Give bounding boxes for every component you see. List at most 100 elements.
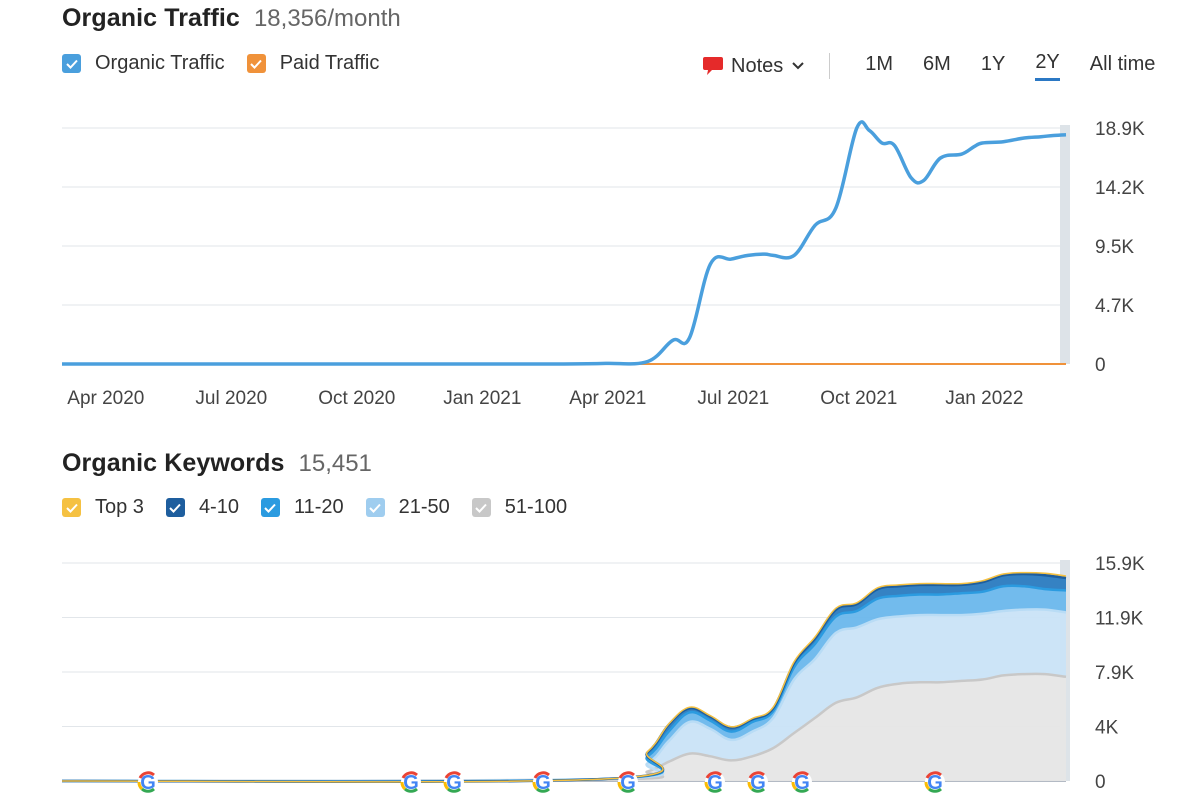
- legend-label: 21-50: [398, 496, 450, 518]
- google-g-yellow: [704, 781, 711, 791]
- google-update-bg: [444, 772, 464, 792]
- checkbox-checked-icon[interactable]: [246, 54, 266, 73]
- google-update-bg: [533, 772, 553, 792]
- google-update-bg: [748, 772, 768, 792]
- google-update-bg: [925, 772, 945, 792]
- organic-keywords-chart: 0 4K 7.9K 11.9K 15.9K G G G G G G G G G: [61, 554, 1145, 794]
- google-g-red: [705, 771, 722, 779]
- google-update-bg: [705, 772, 725, 792]
- google-g-yellow: [532, 781, 539, 791]
- google-g-red: [618, 771, 635, 779]
- google-update-letter: G: [620, 772, 636, 794]
- legend-21-50[interactable]: 21-50: [365, 496, 450, 519]
- google-update-letter: G: [140, 772, 156, 794]
- y-tick-label: 11.9K: [1095, 609, 1144, 630]
- y-tick-label: 7.9K: [1095, 663, 1134, 684]
- google-update-letter: G: [794, 772, 810, 794]
- legend-organic-traffic[interactable]: Organic Traffic: [62, 52, 225, 75]
- hover-band: [1060, 125, 1070, 364]
- google-g-green: [928, 787, 942, 793]
- checkbox-checked-icon[interactable]: [165, 498, 185, 517]
- series-line-organic-traffic: [62, 120, 1067, 366]
- notes-dropdown[interactable]: Notes: [702, 55, 805, 78]
- legend-label: 11-20: [293, 496, 344, 518]
- checkbox-checked-icon[interactable]: [260, 498, 280, 517]
- google-update-letter: G: [927, 772, 943, 794]
- google-update-icon: G: [747, 771, 768, 794]
- google-update-bg: [618, 772, 638, 792]
- google-g-red: [748, 771, 765, 779]
- area-band-11-20: [62, 585, 1066, 782]
- google-update-letter: G: [403, 772, 419, 794]
- google-update-bg: [401, 772, 421, 792]
- legend-11-20[interactable]: 11-20: [260, 496, 344, 519]
- series-line-21-50: [61, 608, 1067, 783]
- period-6m[interactable]: 6M: [923, 52, 951, 75]
- x-tick-label: Jul 2020: [195, 388, 267, 409]
- series-line-51-100: [61, 672, 1067, 783]
- legend-label: Organic Traffic: [95, 52, 225, 74]
- google-g-yellow: [137, 781, 144, 791]
- legend-paid-traffic[interactable]: Paid Traffic: [246, 52, 379, 75]
- legend-51-100[interactable]: 51-100: [471, 496, 568, 519]
- x-tick-label: Jan 2022: [945, 388, 1023, 409]
- area-band-21-50: [62, 609, 1066, 782]
- google-update-icon: G: [791, 771, 812, 794]
- google-update-icon: G: [617, 771, 638, 794]
- google-g-green: [795, 787, 809, 793]
- traffic-legend: Organic Traffic Paid Traffic: [62, 52, 401, 75]
- checkbox-checked-icon[interactable]: [62, 54, 81, 73]
- google-g-red: [444, 771, 461, 779]
- period-all-time[interactable]: All time: [1089, 52, 1156, 75]
- y-tick-label: 9.5K: [1095, 237, 1134, 258]
- google-g-red: [925, 771, 942, 779]
- y-tick-label: 18.9K: [1095, 119, 1145, 140]
- chevron-down-icon: [792, 62, 804, 70]
- traffic-title: Organic Traffic: [62, 4, 240, 32]
- y-tick-label: 14.2K: [1095, 178, 1145, 199]
- google-update-icon: G: [443, 771, 464, 794]
- series-line-top-3: [61, 571, 1067, 783]
- period-1y[interactable]: 1Y: [980, 52, 1006, 75]
- legend-label: 51-100: [504, 496, 568, 518]
- period-1m[interactable]: 1M: [865, 52, 894, 75]
- google-g-red: [533, 771, 550, 779]
- y-tick-label: 4K: [1095, 718, 1119, 739]
- google-update-icon: G: [532, 771, 553, 794]
- google-update-bg: [792, 772, 812, 792]
- checkbox-checked-icon[interactable]: [62, 498, 81, 517]
- google-update-icon: G: [924, 771, 945, 794]
- traffic-value: 18,356/month: [253, 5, 401, 32]
- y-tick-label: 0: [1095, 772, 1106, 793]
- speech-bubble-icon: [703, 57, 723, 75]
- google-update-icon: G: [704, 771, 725, 794]
- organic-traffic-chart: 0 4.7K 9.5K 14.2K 18.9K Apr 2020 Jul 2020 Oct 2…: [62, 119, 1145, 409]
- google-update-bg: [138, 772, 158, 792]
- google-g-yellow: [443, 781, 450, 791]
- google-g-yellow: [400, 781, 407, 791]
- google-g-green: [621, 787, 635, 793]
- legend-top-3[interactable]: Top 3: [62, 496, 144, 519]
- y-tick-label: 0: [1095, 355, 1106, 376]
- google-g-green: [708, 787, 722, 793]
- legend-4-10[interactable]: 4-10: [165, 496, 239, 519]
- y-tick-label: 15.9K: [1095, 554, 1145, 575]
- google-g-yellow: [747, 781, 754, 791]
- checkbox-checked-icon[interactable]: [471, 498, 491, 517]
- traffic-header: Organic Traffic 18,356/month: [62, 4, 401, 33]
- google-g-green: [536, 787, 550, 793]
- google-g-red: [792, 771, 809, 779]
- google-g-green: [447, 787, 461, 793]
- keywords-title: Organic Keywords: [62, 449, 285, 477]
- x-tick-label: Jan 2021: [443, 388, 521, 409]
- period-2y[interactable]: 2Y: [1035, 51, 1060, 81]
- google-update-letter: G: [535, 772, 551, 794]
- google-update-letter: G: [750, 772, 766, 794]
- legend-label: Top 3: [95, 496, 144, 518]
- google-update-icon: G: [137, 771, 158, 794]
- x-tick-label: Apr 2020: [67, 388, 144, 409]
- notes-label: Notes: [731, 54, 784, 77]
- keywords-value: 15,451: [298, 450, 372, 477]
- checkbox-checked-icon[interactable]: [365, 498, 385, 517]
- period-toolbar: Notes 1M 6M 1Y 2Y All time: [702, 51, 1170, 81]
